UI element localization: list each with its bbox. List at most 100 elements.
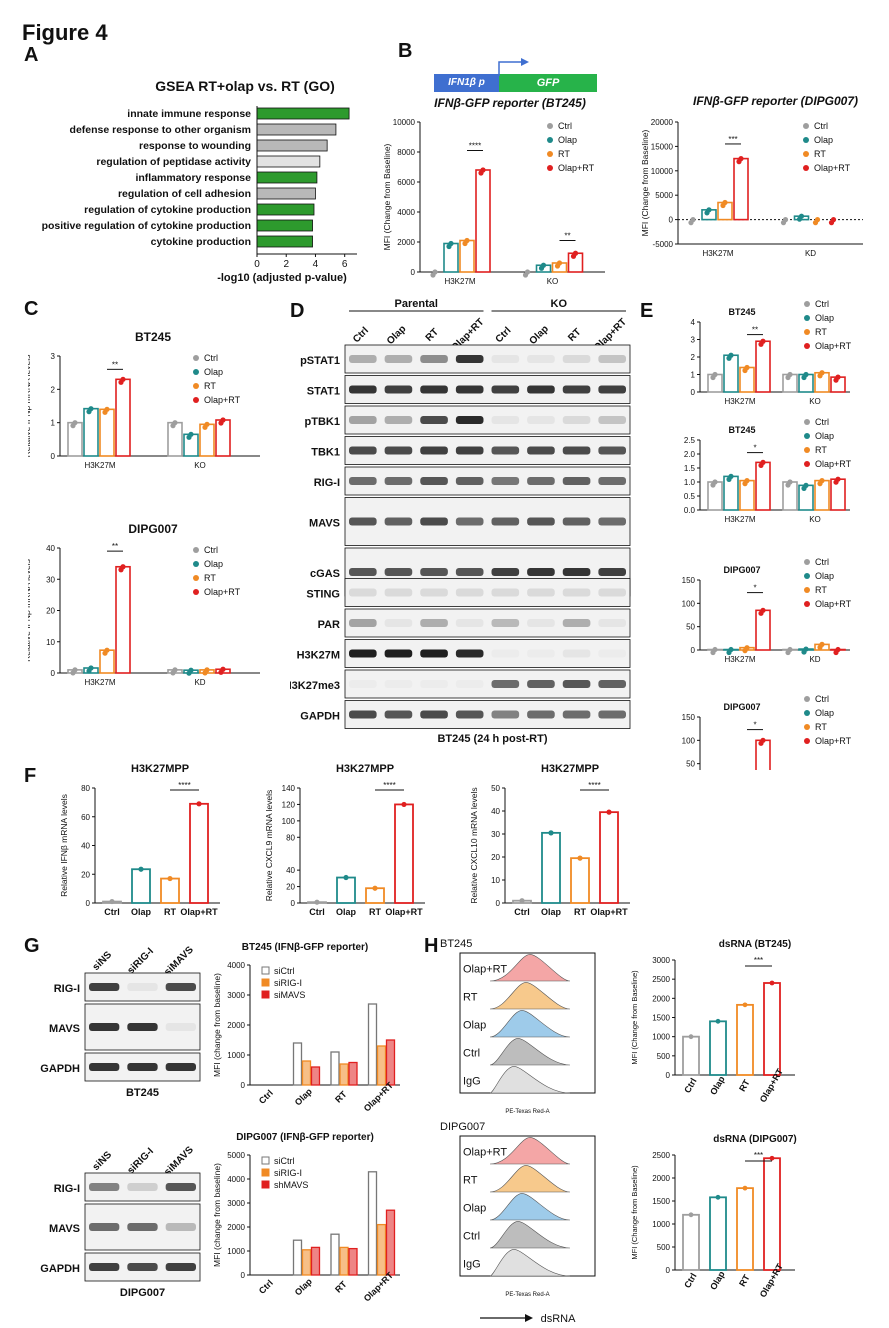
chart-b1: 0 2000 4000 6000 8000 10000 H3K27M KO MFI (Chang…: [382, 118, 605, 286]
blot-band: [165, 1223, 196, 1231]
data-point: [86, 668, 92, 674]
blot-band: [562, 517, 591, 526]
blot-band: [527, 568, 555, 576]
legend-label: Olap: [204, 559, 223, 569]
data-point: [170, 670, 176, 676]
x-tick-label: RT: [333, 1279, 349, 1295]
blot-band: [527, 446, 555, 455]
significance-label: ****: [178, 781, 190, 790]
y-tick-label: 1500: [652, 1014, 670, 1023]
y-tick-label: 2000: [227, 1223, 245, 1232]
y-tick-label: 2500: [652, 1151, 670, 1160]
blot-band: [420, 588, 448, 597]
blot-band: [562, 355, 591, 363]
promoter-arrow-icon: [498, 58, 529, 76]
y-tick-label: 0: [691, 388, 696, 397]
x-tick-label: Ctrl: [104, 907, 120, 917]
blot-band: [349, 680, 377, 688]
y-axis-label: MFI (Change from Baseline): [630, 970, 639, 1065]
data-point: [218, 420, 224, 426]
data-point: [801, 485, 807, 491]
panel-c-dipg007: DIPG007 0 10 20 30 40 H3K27M KD Relative IFNβ m…: [28, 522, 290, 697]
y-tick-label: 0: [666, 1071, 671, 1080]
blot-band: [527, 385, 555, 394]
blot-group-label: KO: [551, 298, 568, 310]
y-tick-label: 10: [491, 876, 500, 885]
significance-label: ****: [469, 142, 481, 151]
gsea-term-label: regulation of cytokine production: [84, 204, 251, 216]
legend-label: Olap+RT: [204, 395, 241, 405]
legend-label: Olap: [815, 431, 834, 441]
data-point: [812, 220, 819, 226]
x-tick-label: Olap+RT: [385, 907, 423, 917]
y-tick-label: 3000: [227, 1199, 245, 1208]
bar: [167, 421, 183, 457]
legend-label: Ctrl: [815, 417, 829, 427]
blot-band: [384, 568, 413, 576]
y-axis-label: Relative IFNβ mRNA levels: [28, 355, 32, 458]
x-tick-label: H3K27M: [724, 655, 755, 664]
blot-band: [562, 680, 591, 688]
panel-g-blots: siNS siRIG-I siMAVS RIG-I MAVS GAPDH BT245 siNS…: [40, 935, 210, 1320]
y-tick-label: 0: [496, 899, 501, 908]
legend-marker: [804, 573, 810, 579]
bar: [348, 1247, 358, 1276]
significance-label: *: [753, 721, 756, 730]
x-tick-label: H3K27M: [444, 277, 475, 286]
blot-band: [384, 355, 413, 363]
gsea-bar: [256, 203, 315, 216]
y-tick-label: 80: [286, 833, 295, 842]
flow-row-label: Olap+RT: [463, 964, 507, 976]
data-point: [606, 809, 612, 815]
y-tick-label: 1.5: [684, 464, 696, 473]
data-point: [769, 980, 775, 986]
bar: [541, 831, 561, 904]
y-tick-label: 1.0: [684, 478, 696, 487]
gsea-bar: [256, 107, 350, 120]
bar: [83, 407, 99, 457]
significance-label: **: [564, 232, 570, 241]
chart-c2-title: DIPG007: [128, 522, 178, 536]
blot-band: [89, 983, 120, 991]
panel-g-westerns: siNS siRIG-I siMAVSRIG-IMAVSGAPDHBT245siNS…: [40, 944, 201, 1299]
significance-label: ***: [754, 956, 763, 965]
x-tick-label: RT: [333, 1089, 349, 1105]
x-tick-label: KD: [805, 249, 816, 258]
flow-row-label: RT: [463, 1175, 478, 1187]
blot-band: [455, 477, 484, 485]
flow-title: DIPG007: [440, 1121, 485, 1133]
y-tick-label: 60: [81, 813, 90, 822]
y-tick-label: 10: [46, 638, 55, 647]
y-tick-label: 30: [46, 575, 55, 584]
blot-band: [420, 355, 448, 363]
y-tick-label: 40: [46, 544, 55, 553]
data-point: [769, 1155, 775, 1161]
blot-band: [527, 649, 555, 658]
legend-marker: [804, 447, 810, 453]
bar: [292, 1042, 303, 1086]
lane-label: Ctrl: [351, 325, 371, 345]
data-point: [758, 341, 764, 347]
flow-row-label: RT: [463, 992, 478, 1004]
legend-marker: [804, 433, 810, 439]
blot-band: [165, 1183, 196, 1191]
y-tick-label: 0: [86, 899, 91, 908]
lane-label: siRIG-I: [125, 1146, 156, 1177]
legend-marker: [261, 1180, 270, 1189]
blot-band: [598, 477, 626, 485]
y-tick-label: 50: [686, 760, 695, 769]
legend-label: RT: [815, 722, 827, 732]
y-tick-label: 6000: [397, 178, 415, 187]
significance-label: *: [753, 584, 756, 593]
gsea-bar: [256, 219, 313, 232]
legend-marker: [804, 343, 810, 349]
data-point: [833, 649, 839, 656]
y-tick-label: 1000: [652, 1220, 670, 1229]
panel-c-bt245: BT245 0 1 2 3 H3K27M KO Relative IFNβ mRNA lev…: [28, 330, 290, 490]
blot-band: [349, 619, 377, 627]
legend-marker: [193, 547, 199, 553]
y-tick-label: 10000: [651, 167, 674, 176]
data-point: [758, 462, 764, 468]
x-tick-label: Olap: [541, 907, 562, 917]
legend-marker: [261, 966, 270, 975]
